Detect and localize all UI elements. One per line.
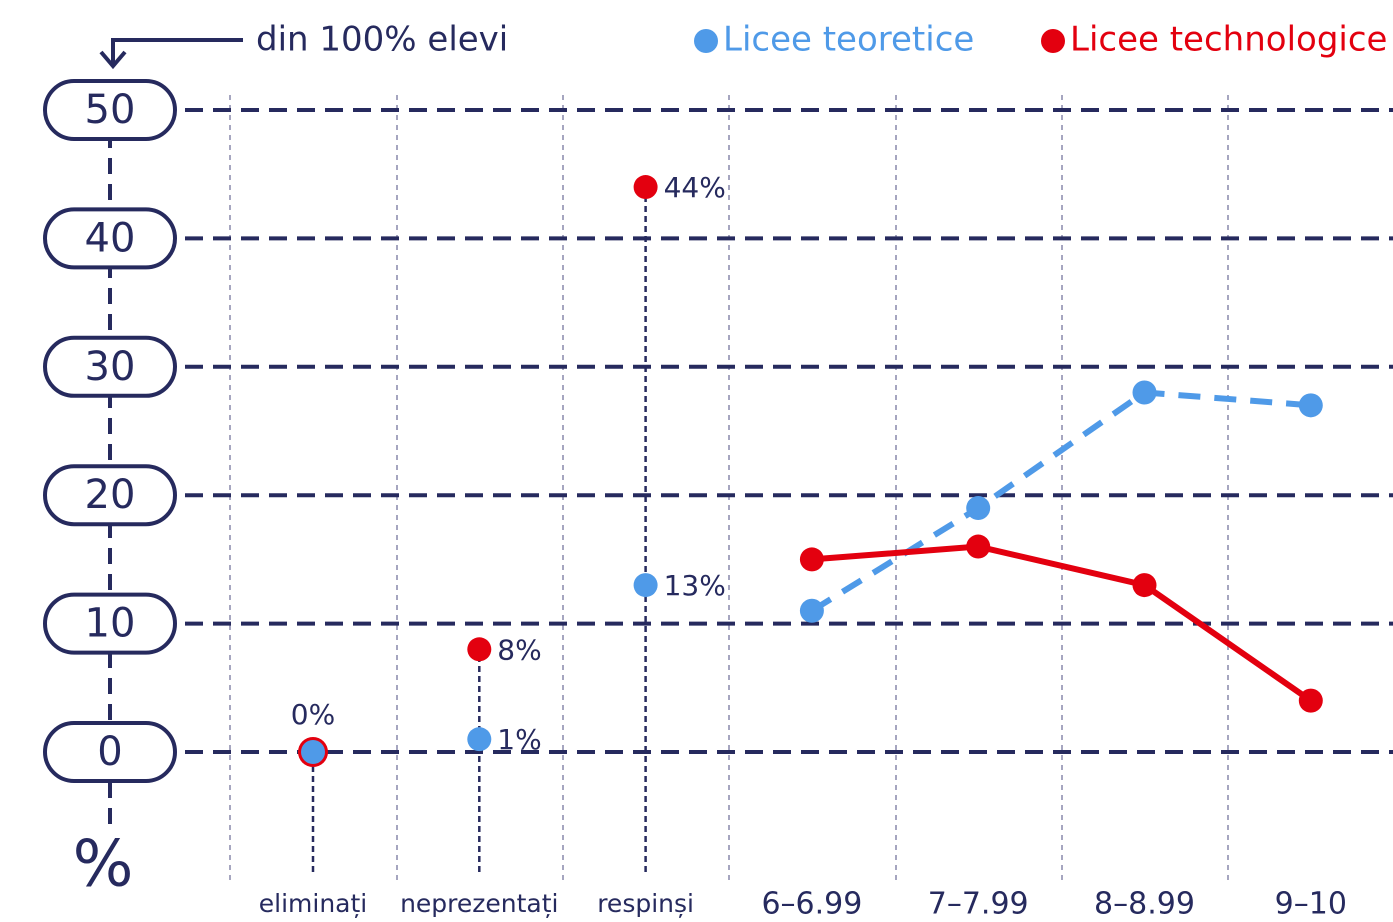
y-tick-label: 20 — [85, 472, 136, 518]
x-tick-label: 9–10 — [1275, 887, 1347, 922]
vertical-guides — [229, 95, 1229, 880]
tick-pill — [43, 592, 177, 655]
x-tick-label: respinși — [597, 889, 694, 918]
x-tick-label: 7–7.99 — [928, 887, 1029, 922]
point — [467, 637, 492, 662]
point — [303, 742, 323, 762]
x-tick-label: eliminați — [259, 889, 367, 918]
value-label: 44% — [664, 171, 726, 204]
value-label: 13% — [664, 569, 726, 602]
value-label: 8% — [497, 633, 541, 666]
legend-marker — [1041, 29, 1065, 53]
tick-pill — [43, 79, 177, 141]
point — [1298, 393, 1323, 418]
legend-label: Licee teoretice — [723, 20, 974, 60]
y-tick-label: 0 — [97, 729, 122, 775]
y-axis-label: % — [73, 828, 134, 902]
point — [1132, 573, 1157, 598]
series-line — [811, 543, 1313, 704]
point — [1132, 380, 1157, 405]
y-tick-label: 10 — [85, 601, 136, 647]
x-tick-label: neprezentați — [400, 889, 558, 918]
y-tick-label: 40 — [85, 215, 136, 261]
x-tick-label: 8–8.99 — [1094, 887, 1195, 922]
y-tick-label: 50 — [85, 87, 136, 133]
point — [966, 496, 991, 521]
point — [633, 573, 658, 598]
point — [966, 534, 991, 559]
series-line — [810, 389, 1312, 614]
point — [1298, 688, 1323, 713]
point — [799, 547, 824, 572]
tick-pill — [43, 721, 177, 783]
point — [633, 175, 658, 200]
x-tick-label: 6–6.99 — [761, 887, 862, 922]
tick-pill — [43, 207, 177, 270]
value-label: 0% — [291, 698, 335, 731]
point — [799, 598, 824, 623]
point — [467, 727, 492, 752]
value-label: 1% — [497, 723, 541, 756]
tick-pill — [43, 335, 177, 398]
annotation: din 100% elevi — [256, 20, 508, 60]
y-tick-label: 30 — [85, 344, 136, 390]
annotation-arrow — [99, 38, 243, 70]
legend-label: Licee technologice — [1070, 20, 1387, 60]
legend-marker — [694, 29, 718, 53]
tick-pill — [43, 464, 177, 527]
